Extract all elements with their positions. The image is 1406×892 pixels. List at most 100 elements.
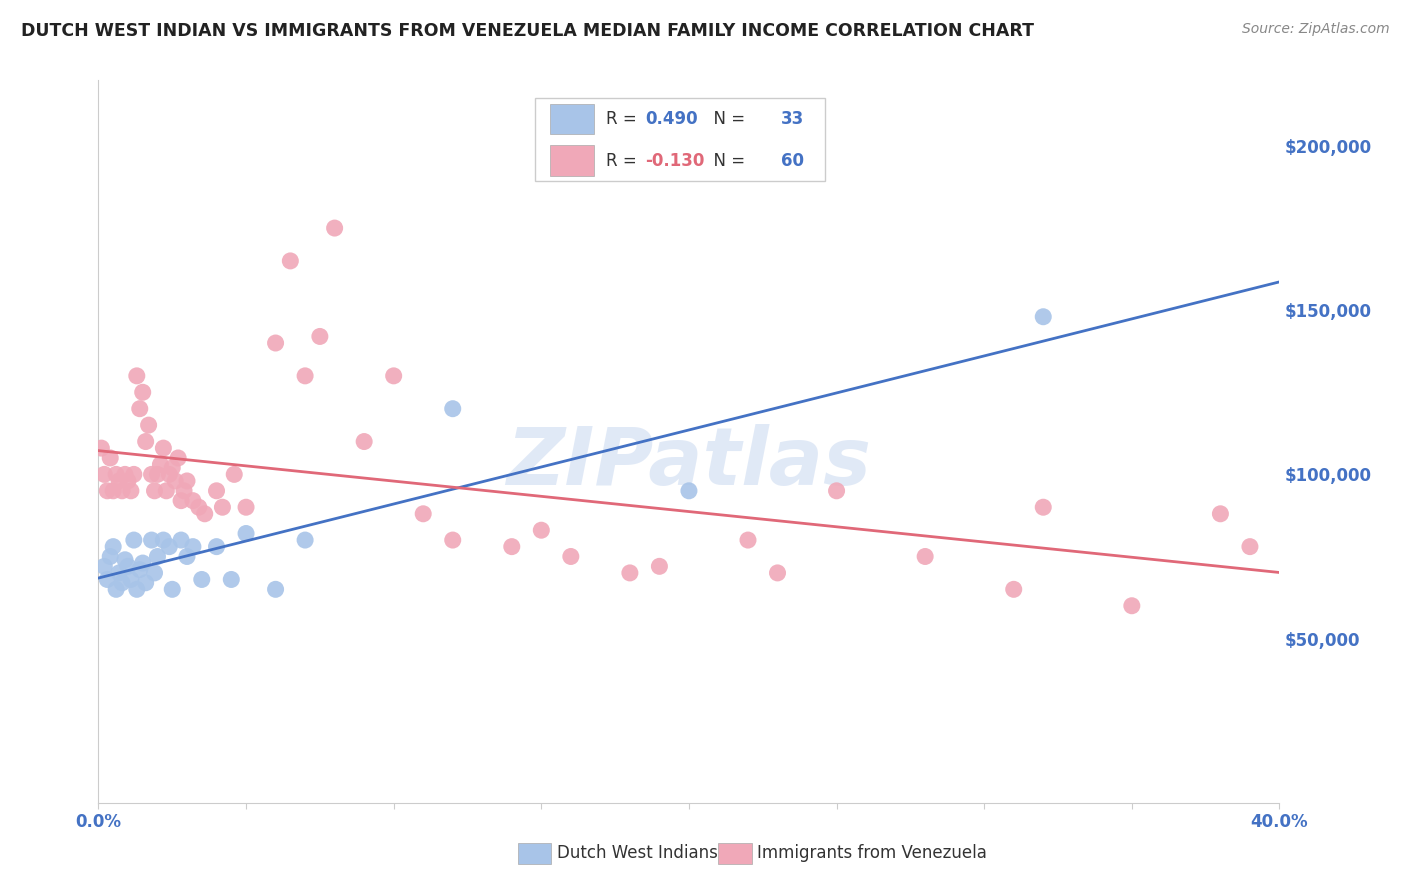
Point — [176, 474, 198, 488]
Point — [149, 458, 172, 472]
Text: R =: R = — [606, 110, 643, 128]
Point — [264, 582, 287, 597]
Point — [170, 533, 193, 547]
Point — [135, 434, 157, 449]
Point — [294, 533, 316, 547]
Point — [530, 523, 553, 537]
Point — [114, 553, 136, 567]
Point — [103, 483, 125, 498]
Point — [128, 401, 150, 416]
Point — [173, 483, 195, 498]
Point — [105, 467, 128, 482]
Text: Source: ZipAtlas.com: Source: ZipAtlas.com — [1241, 22, 1389, 37]
FancyBboxPatch shape — [550, 104, 595, 135]
Point — [108, 566, 131, 580]
Point — [96, 483, 118, 498]
Text: Immigrants from Venezuela: Immigrants from Venezuela — [758, 845, 987, 863]
Point — [162, 582, 183, 597]
Point — [309, 329, 332, 343]
Point — [141, 533, 163, 547]
Point — [157, 540, 180, 554]
Text: R =: R = — [606, 152, 643, 169]
Text: ZIPatlas: ZIPatlas — [506, 425, 872, 502]
Point — [114, 467, 136, 482]
Point — [323, 221, 346, 235]
Text: Dutch West Indians: Dutch West Indians — [557, 845, 717, 863]
Point — [96, 573, 118, 587]
Point — [235, 500, 257, 515]
Point — [914, 549, 936, 564]
Point — [170, 493, 193, 508]
Point — [98, 450, 121, 465]
Text: N =: N = — [703, 110, 751, 128]
Point — [181, 540, 204, 554]
Point — [187, 500, 209, 515]
Point — [678, 483, 700, 498]
Point — [132, 556, 155, 570]
Point — [221, 573, 243, 587]
Text: -0.130: -0.130 — [645, 152, 704, 169]
Point — [353, 434, 375, 449]
Point — [125, 582, 148, 597]
Point — [157, 467, 180, 482]
Point — [167, 450, 190, 465]
Point — [1002, 582, 1025, 597]
Point — [825, 483, 848, 498]
FancyBboxPatch shape — [536, 98, 825, 181]
Text: 0.490: 0.490 — [645, 110, 697, 128]
Point — [501, 540, 523, 554]
Point — [1239, 540, 1261, 554]
Point — [135, 575, 157, 590]
Point — [294, 368, 316, 383]
Point — [205, 483, 228, 498]
Point — [90, 441, 112, 455]
Point — [103, 540, 125, 554]
Point — [143, 566, 166, 580]
Point — [155, 483, 177, 498]
Point — [111, 575, 134, 590]
FancyBboxPatch shape — [550, 145, 595, 176]
Point — [122, 467, 145, 482]
Point — [560, 549, 582, 564]
Point — [1209, 507, 1232, 521]
Point — [1032, 310, 1054, 324]
Point — [141, 467, 163, 482]
Point — [1121, 599, 1143, 613]
Point — [128, 563, 150, 577]
Point — [146, 549, 169, 564]
Point — [111, 483, 134, 498]
Point — [1032, 500, 1054, 515]
Point — [143, 483, 166, 498]
Point — [162, 460, 183, 475]
Point — [152, 441, 174, 455]
Point — [194, 507, 217, 521]
Point — [152, 533, 174, 547]
Text: N =: N = — [703, 152, 751, 169]
Point — [382, 368, 405, 383]
Point — [122, 533, 145, 547]
Point — [441, 401, 464, 416]
Point — [181, 493, 204, 508]
Point — [205, 540, 228, 554]
Point — [125, 368, 148, 383]
Point — [264, 336, 287, 351]
Point — [165, 474, 187, 488]
Point — [648, 559, 671, 574]
Point — [224, 467, 246, 482]
Point — [211, 500, 233, 515]
Point — [235, 526, 257, 541]
Point — [117, 559, 139, 574]
Point — [280, 253, 302, 268]
Point — [93, 559, 115, 574]
Text: 33: 33 — [782, 110, 804, 128]
Text: 60: 60 — [782, 152, 804, 169]
Point — [120, 573, 142, 587]
Point — [117, 474, 139, 488]
Point — [412, 507, 434, 521]
Point — [120, 483, 142, 498]
Point — [138, 418, 160, 433]
Text: DUTCH WEST INDIAN VS IMMIGRANTS FROM VENEZUELA MEDIAN FAMILY INCOME CORRELATION : DUTCH WEST INDIAN VS IMMIGRANTS FROM VEN… — [21, 22, 1033, 40]
Point — [93, 467, 115, 482]
Point — [766, 566, 789, 580]
Point — [441, 533, 464, 547]
